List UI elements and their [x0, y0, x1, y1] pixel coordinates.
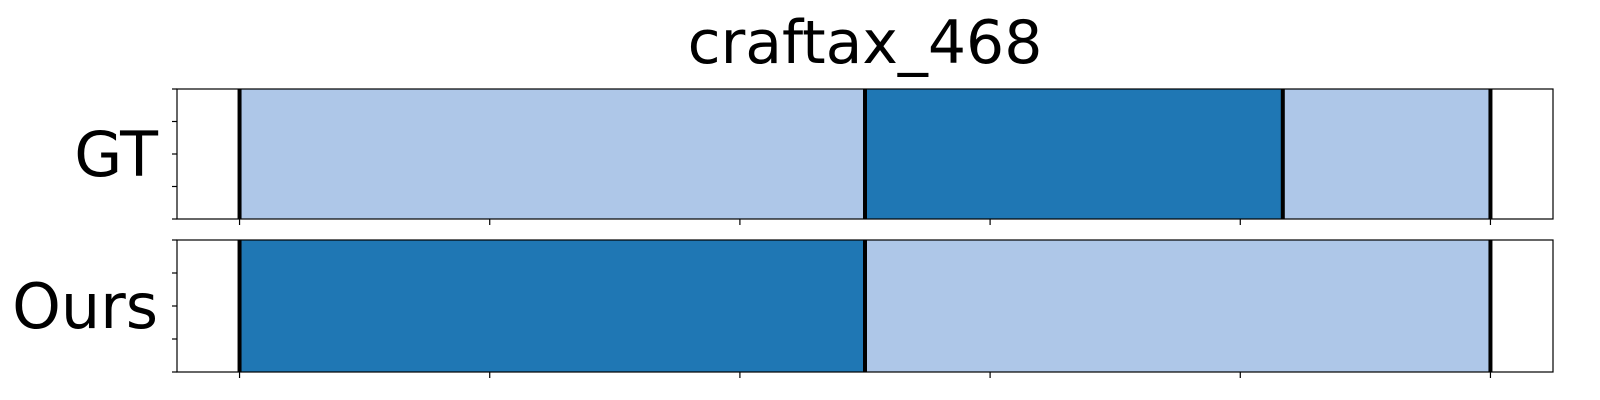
row-label-gt: GT [74, 118, 159, 191]
segment-gt-2 [1282, 89, 1491, 219]
segment-gt-0 [239, 89, 865, 219]
segment-ours-0 [239, 240, 865, 372]
row-label-ours: Ours [12, 270, 158, 343]
chart-title: craftax_468 [688, 8, 1043, 78]
segment-gt-1 [865, 89, 1283, 219]
segment-ours-1 [865, 240, 1491, 372]
